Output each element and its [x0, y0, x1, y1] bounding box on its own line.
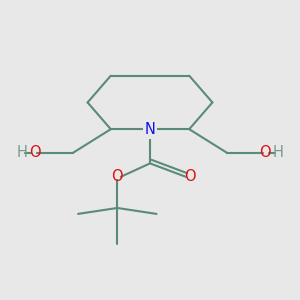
Text: O: O [259, 146, 271, 160]
Text: O: O [111, 169, 122, 184]
Text: H: H [17, 146, 28, 160]
Text: O: O [29, 146, 41, 160]
Text: N: N [145, 122, 155, 137]
Text: O: O [184, 169, 196, 184]
Text: H: H [272, 146, 283, 160]
